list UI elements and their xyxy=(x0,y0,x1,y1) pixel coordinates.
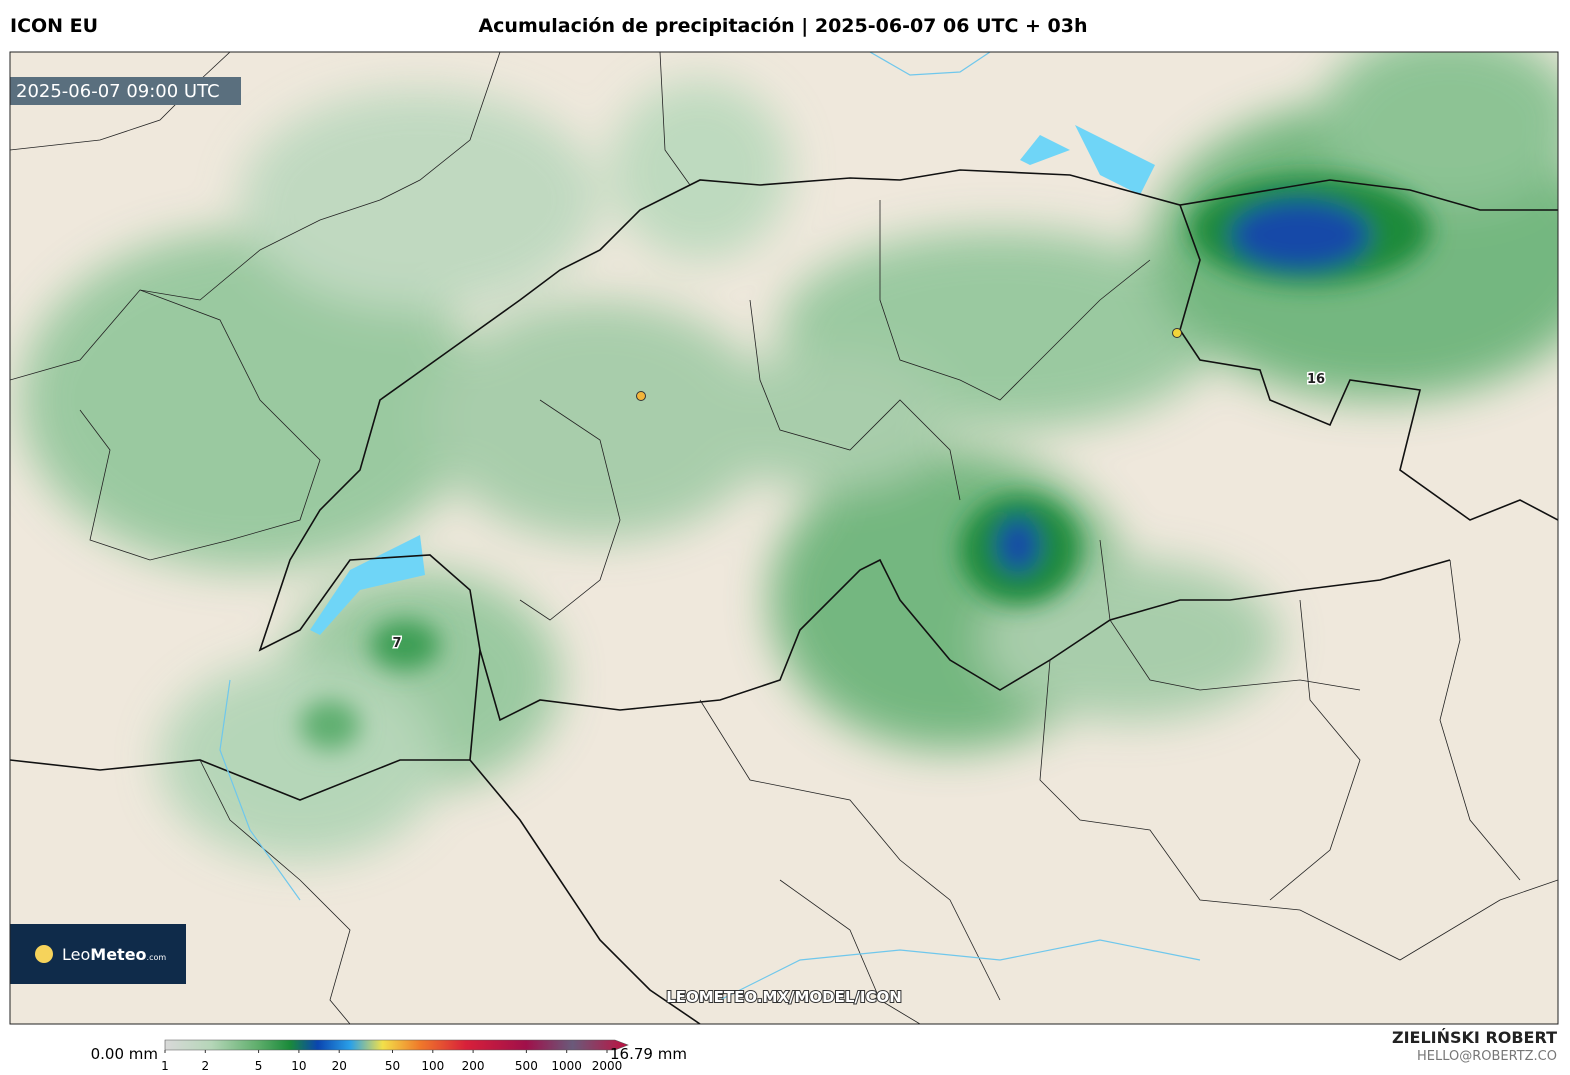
colorbar-tick-label: 20 xyxy=(332,1059,347,1073)
title: Acumulación de precipitación | 2025-06-0… xyxy=(478,15,1087,37)
precipitation-core xyxy=(300,175,1430,750)
max-label: 16 xyxy=(1307,372,1325,387)
lakes xyxy=(310,125,1155,635)
logo-light: Leo xyxy=(62,945,90,964)
colorbar-tick-label: 200 xyxy=(462,1059,485,1073)
email: HELLO@ROBERTZ.CO xyxy=(1417,1049,1557,1064)
country-borders xyxy=(10,169,1558,1024)
colorbar-tick-label: 50 xyxy=(385,1059,400,1073)
logo-sun xyxy=(35,945,53,963)
colorbar-tick-label: 2 xyxy=(201,1059,209,1073)
map-frame xyxy=(9,51,1559,1025)
city-marker xyxy=(636,391,646,401)
logo-domain: .com xyxy=(147,953,167,962)
colorbar-tick-label: 5 xyxy=(255,1059,263,1073)
colorbar-tick-label: 2000 xyxy=(592,1059,623,1073)
map: 16 7 LEOMETEO.MX/MODEL/ICON 2025-06-07 0… xyxy=(10,52,1558,1024)
colorbar-tick-label: 100 xyxy=(421,1059,444,1073)
colorbar-tick-label: 1000 xyxy=(551,1059,582,1073)
colorbar xyxy=(164,1039,629,1051)
colorbar-tick-label: 1 xyxy=(161,1059,169,1073)
logo-text: LeoMeteo.com xyxy=(62,945,166,964)
colorbar-max: 16.79 mm xyxy=(610,1045,687,1063)
colorbar-min: 0.00 mm xyxy=(91,1045,158,1063)
region-borders xyxy=(10,52,1558,1024)
colorbar-tick-label: 500 xyxy=(515,1059,538,1073)
valid-time: 2025-06-07 09:00 UTC xyxy=(16,81,220,102)
time-badge xyxy=(10,77,241,105)
watermark: LEOMETEO.MX/MODEL/ICON xyxy=(666,988,902,1006)
city-marker xyxy=(1172,328,1182,338)
rivers xyxy=(219,52,1201,1001)
colorbar-ticks: 1 2 5 10 20 50 100 200 500 1000 2000 xyxy=(161,1050,622,1073)
author: ZIELIŃSKI ROBERT xyxy=(1392,1028,1557,1047)
model-name: ICON EU xyxy=(10,15,98,37)
colorbar-tick-label: 10 xyxy=(291,1059,306,1073)
max-label: 7 xyxy=(392,636,401,651)
logo-bold: Meteo xyxy=(90,945,146,964)
